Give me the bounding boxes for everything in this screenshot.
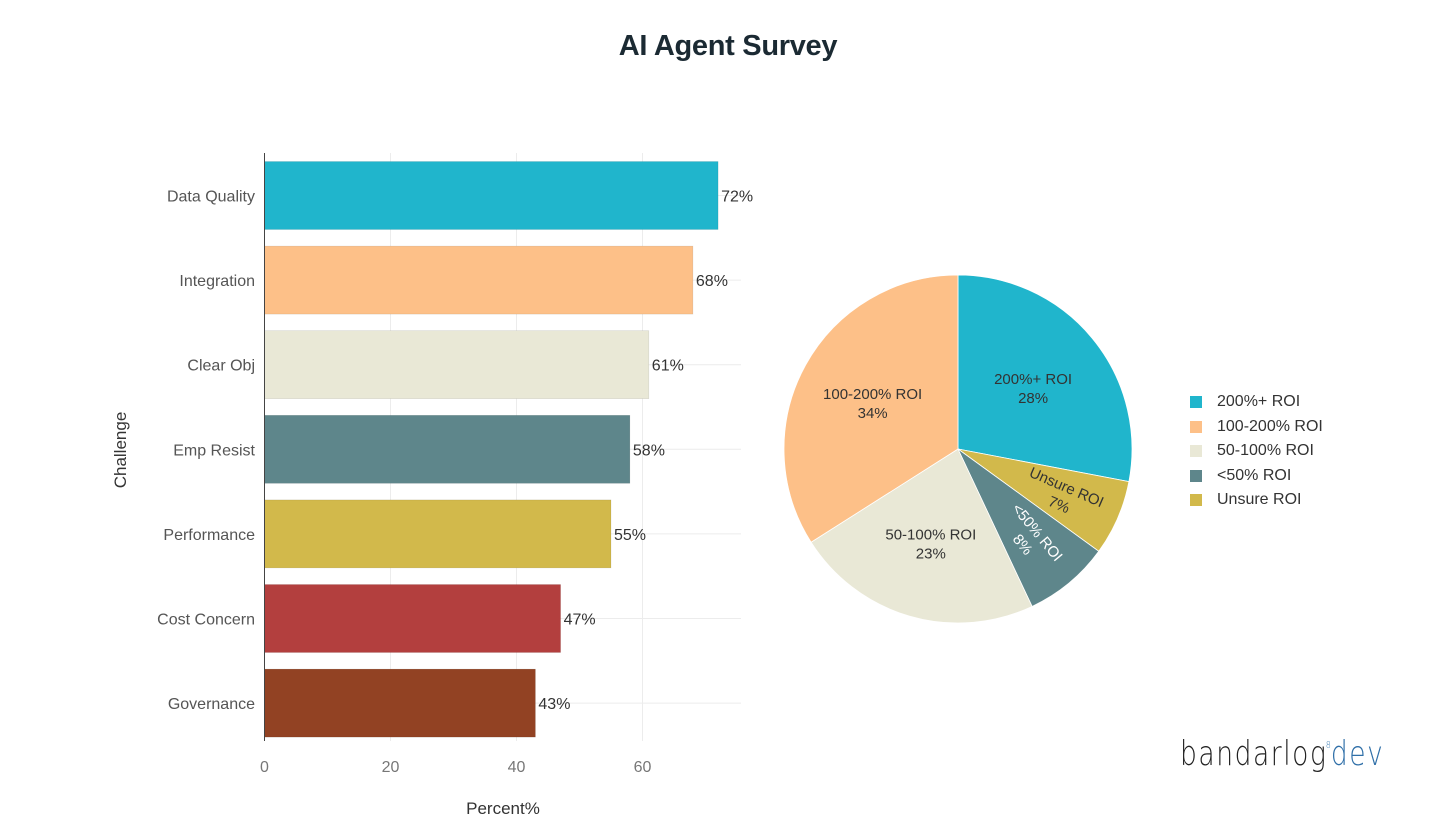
bar	[264, 245, 694, 315]
category-label: Governance	[168, 696, 255, 713]
legend-swatch	[1190, 469, 1202, 482]
legend-swatch	[1190, 445, 1202, 458]
pie-legend: 200%+ ROI 100-200% ROI 50-100% ROI <50% ROI…	[1190, 390, 1323, 513]
bar-value-label: 61%	[652, 358, 684, 375]
pie-slice	[783, 274, 959, 543]
category-label: Clear Obj	[187, 358, 255, 375]
category-label: Emp Resist	[173, 442, 255, 459]
pie-slice-label-group: 200%+ ROI 28%	[994, 371, 1072, 407]
bar-series: 72% 68% 61% 58% 55% 47% 43%	[264, 161, 753, 738]
y-axis-title: Challenge	[111, 412, 130, 489]
bar-value-label: 58%	[633, 442, 665, 459]
bar-value-label: 55%	[614, 527, 646, 544]
legend-item: 50-100% ROI	[1190, 439, 1323, 464]
legend-swatch	[1190, 420, 1202, 433]
legend-label: 50-100% ROI	[1217, 442, 1314, 460]
legend-swatch	[1190, 494, 1202, 507]
category-label: Integration	[179, 273, 255, 290]
pie-slice-percent: 34%	[858, 405, 888, 422]
legend-label: 100-200% ROI	[1217, 417, 1323, 435]
bar-value-label: 68%	[696, 273, 728, 290]
bar-value-label: 43%	[538, 696, 570, 713]
pie-slice	[810, 448, 1033, 624]
pie-slice-label: 100-200% ROI	[823, 386, 922, 403]
legend-label: <50% ROI	[1217, 466, 1292, 484]
pie-slice-percent: 23%	[916, 546, 946, 563]
brand-logo: bandarlog8dev	[1180, 734, 1384, 774]
pie-slice-percent: 28%	[1018, 390, 1048, 407]
bar	[264, 161, 719, 230]
legend-swatch	[1190, 396, 1202, 409]
pie-slice-label-group: 50-100% ROI 23%	[885, 527, 976, 563]
legend-item: Unsure ROI	[1190, 488, 1323, 513]
category-label: Performance	[163, 527, 255, 544]
bar	[264, 499, 612, 569]
legend-label: Unsure ROI	[1217, 491, 1302, 509]
legend-item: 200%+ ROI	[1190, 390, 1323, 415]
bar	[264, 668, 536, 738]
legend-item: 100-200% ROI	[1190, 415, 1323, 440]
x-tick-label: 20	[382, 759, 400, 776]
category-label: Cost Concern	[157, 612, 255, 629]
x-tick-label: 60	[634, 759, 652, 776]
chart-title: AI Agent Survey	[618, 30, 838, 62]
logo-main-text: bandarlog	[1180, 734, 1328, 774]
x-tick-label: 0	[260, 759, 269, 776]
logo-separator: 8	[1325, 740, 1333, 751]
bar-value-label: 72%	[721, 189, 753, 206]
bar-value-label: 47%	[564, 612, 596, 629]
x-axis-title: Percent%	[466, 799, 540, 818]
pie-slice	[957, 274, 1133, 483]
bar	[264, 584, 561, 653]
pie-slice-label: 50-100% ROI	[885, 527, 976, 544]
legend-label: 200%+ ROI	[1217, 393, 1301, 411]
logo-suffix-text: dev	[1330, 734, 1385, 774]
x-tick-label: 40	[508, 759, 526, 776]
bar-axes: Data Quality Integration Clear Obj Emp Resi…	[157, 153, 652, 776]
category-label: Data Quality	[167, 189, 255, 206]
pie-slice-label-group: 100-200% ROI 34%	[823, 386, 922, 422]
bar	[264, 414, 631, 484]
legend-item: <50% ROI	[1190, 464, 1323, 489]
bar	[264, 330, 650, 400]
pie-slice-label: 200%+ ROI	[994, 371, 1072, 388]
